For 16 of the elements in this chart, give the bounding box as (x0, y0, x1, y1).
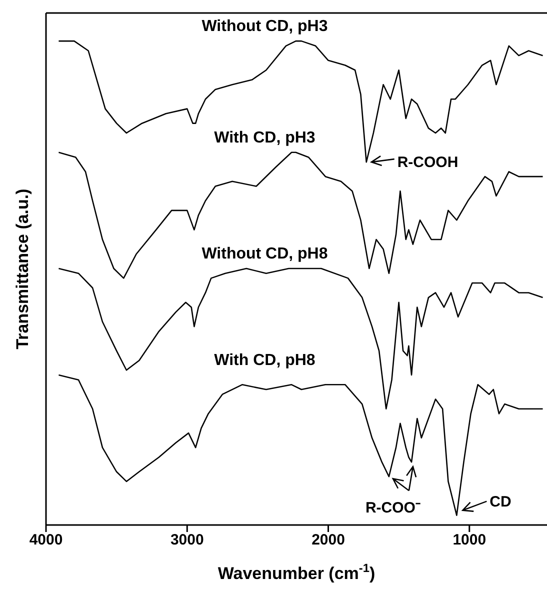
series-label: With CD, pH3 (214, 129, 316, 146)
note-arrow-icon: R-COOH (370, 154, 458, 172)
x-axis-title: Wavenumber (cm$^{-1}$) (218, 561, 376, 583)
series-label: With CD, pH8 (214, 352, 316, 369)
x-tick-label: 3000 (170, 532, 204, 549)
annotation: CD (490, 493, 512, 510)
series-label: Without CD, pH3 (202, 18, 328, 36)
annotation: R-COO⁻ (365, 500, 420, 517)
note-arrow-icon: CD (461, 493, 512, 512)
note-double-arrow-icon: R-COO⁻ (365, 465, 420, 517)
y-axis-title: Transmittance (a.u.) (13, 188, 32, 350)
x-tick-label: 1000 (452, 532, 486, 549)
series-label: Without CD, pH8 (202, 246, 328, 263)
annotation: R-COOH (397, 154, 458, 172)
x-tick-label: 2000 (312, 532, 345, 549)
x-tick-label: 4000 (29, 532, 63, 549)
